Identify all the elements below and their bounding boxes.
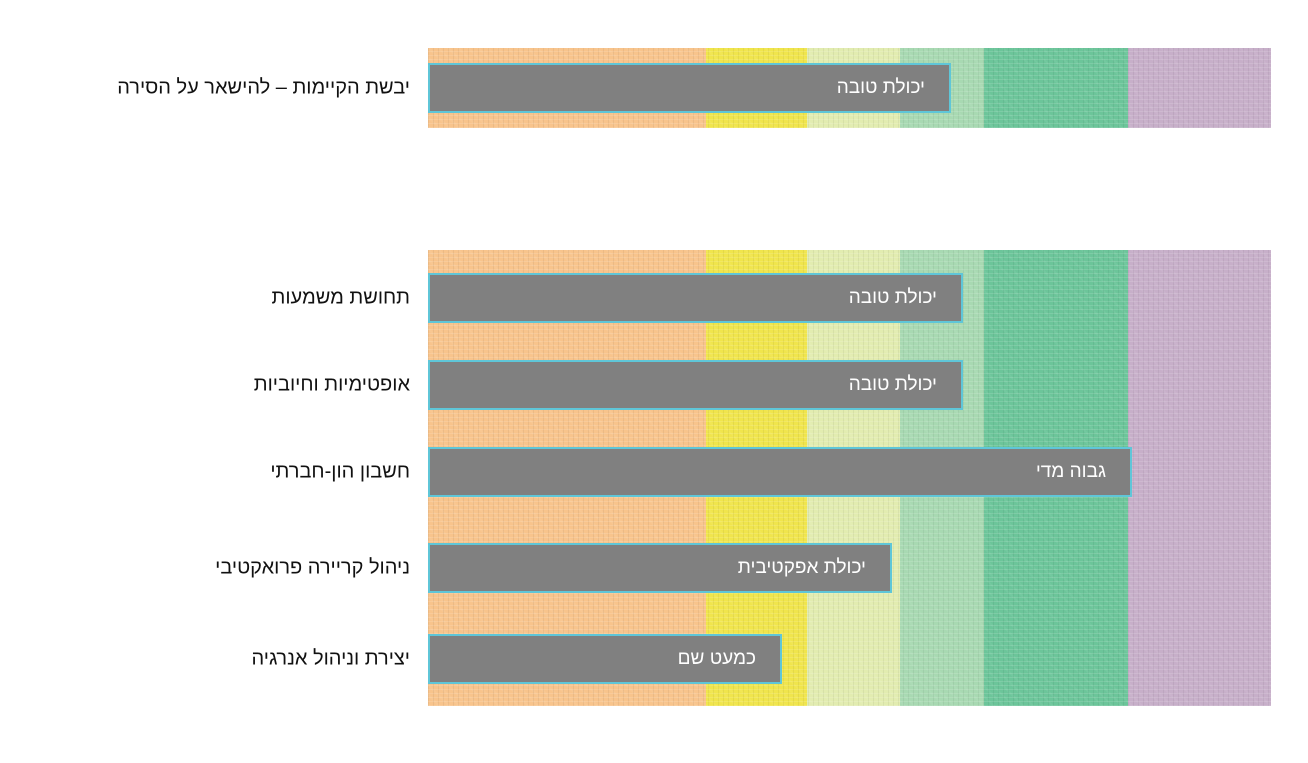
- score-bar: יכולת טובה: [428, 63, 951, 113]
- bar-value-label: יכולת טובה: [848, 374, 937, 395]
- bar-value-label: יכולת אפקטיבית: [737, 557, 866, 578]
- level-band-6: [1128, 48, 1271, 128]
- row-label: יבשת הקיימות – להישאר על הסירה: [117, 76, 410, 99]
- score-bar: יכולת טובה: [428, 360, 963, 410]
- bar-value-label: יכולת טובה: [836, 77, 925, 98]
- summary-chart-panel: יכולת טובה: [428, 48, 1271, 128]
- score-bar: גבוה מדי: [428, 447, 1132, 497]
- row-label: ניהול קריירה פרואקטיבי: [215, 556, 410, 579]
- row-label: אופטימיות וחיוביות: [253, 373, 410, 396]
- level-band-5: [984, 48, 1128, 128]
- row-label: חשבון הון-חברתי: [270, 460, 410, 483]
- row-label: תחושת משמעות: [271, 286, 411, 309]
- bar-value-label: יכולת טובה: [848, 287, 937, 308]
- score-bar: יכולת טובה: [428, 273, 963, 323]
- bar-value-label: גבוה מדי: [1035, 461, 1106, 482]
- score-bar: יכולת אפקטיבית: [428, 543, 892, 593]
- level-band-6: [1128, 250, 1271, 706]
- row-label: יצירת וניהול אנרגיה: [251, 647, 410, 670]
- details-chart-panel: יכולת טובה יכולת טובה גבוה מדי יכולת אפקטיב…: [428, 250, 1271, 706]
- bar-value-label: כמעט שם: [677, 648, 756, 669]
- score-bar: כמעט שם: [428, 634, 782, 684]
